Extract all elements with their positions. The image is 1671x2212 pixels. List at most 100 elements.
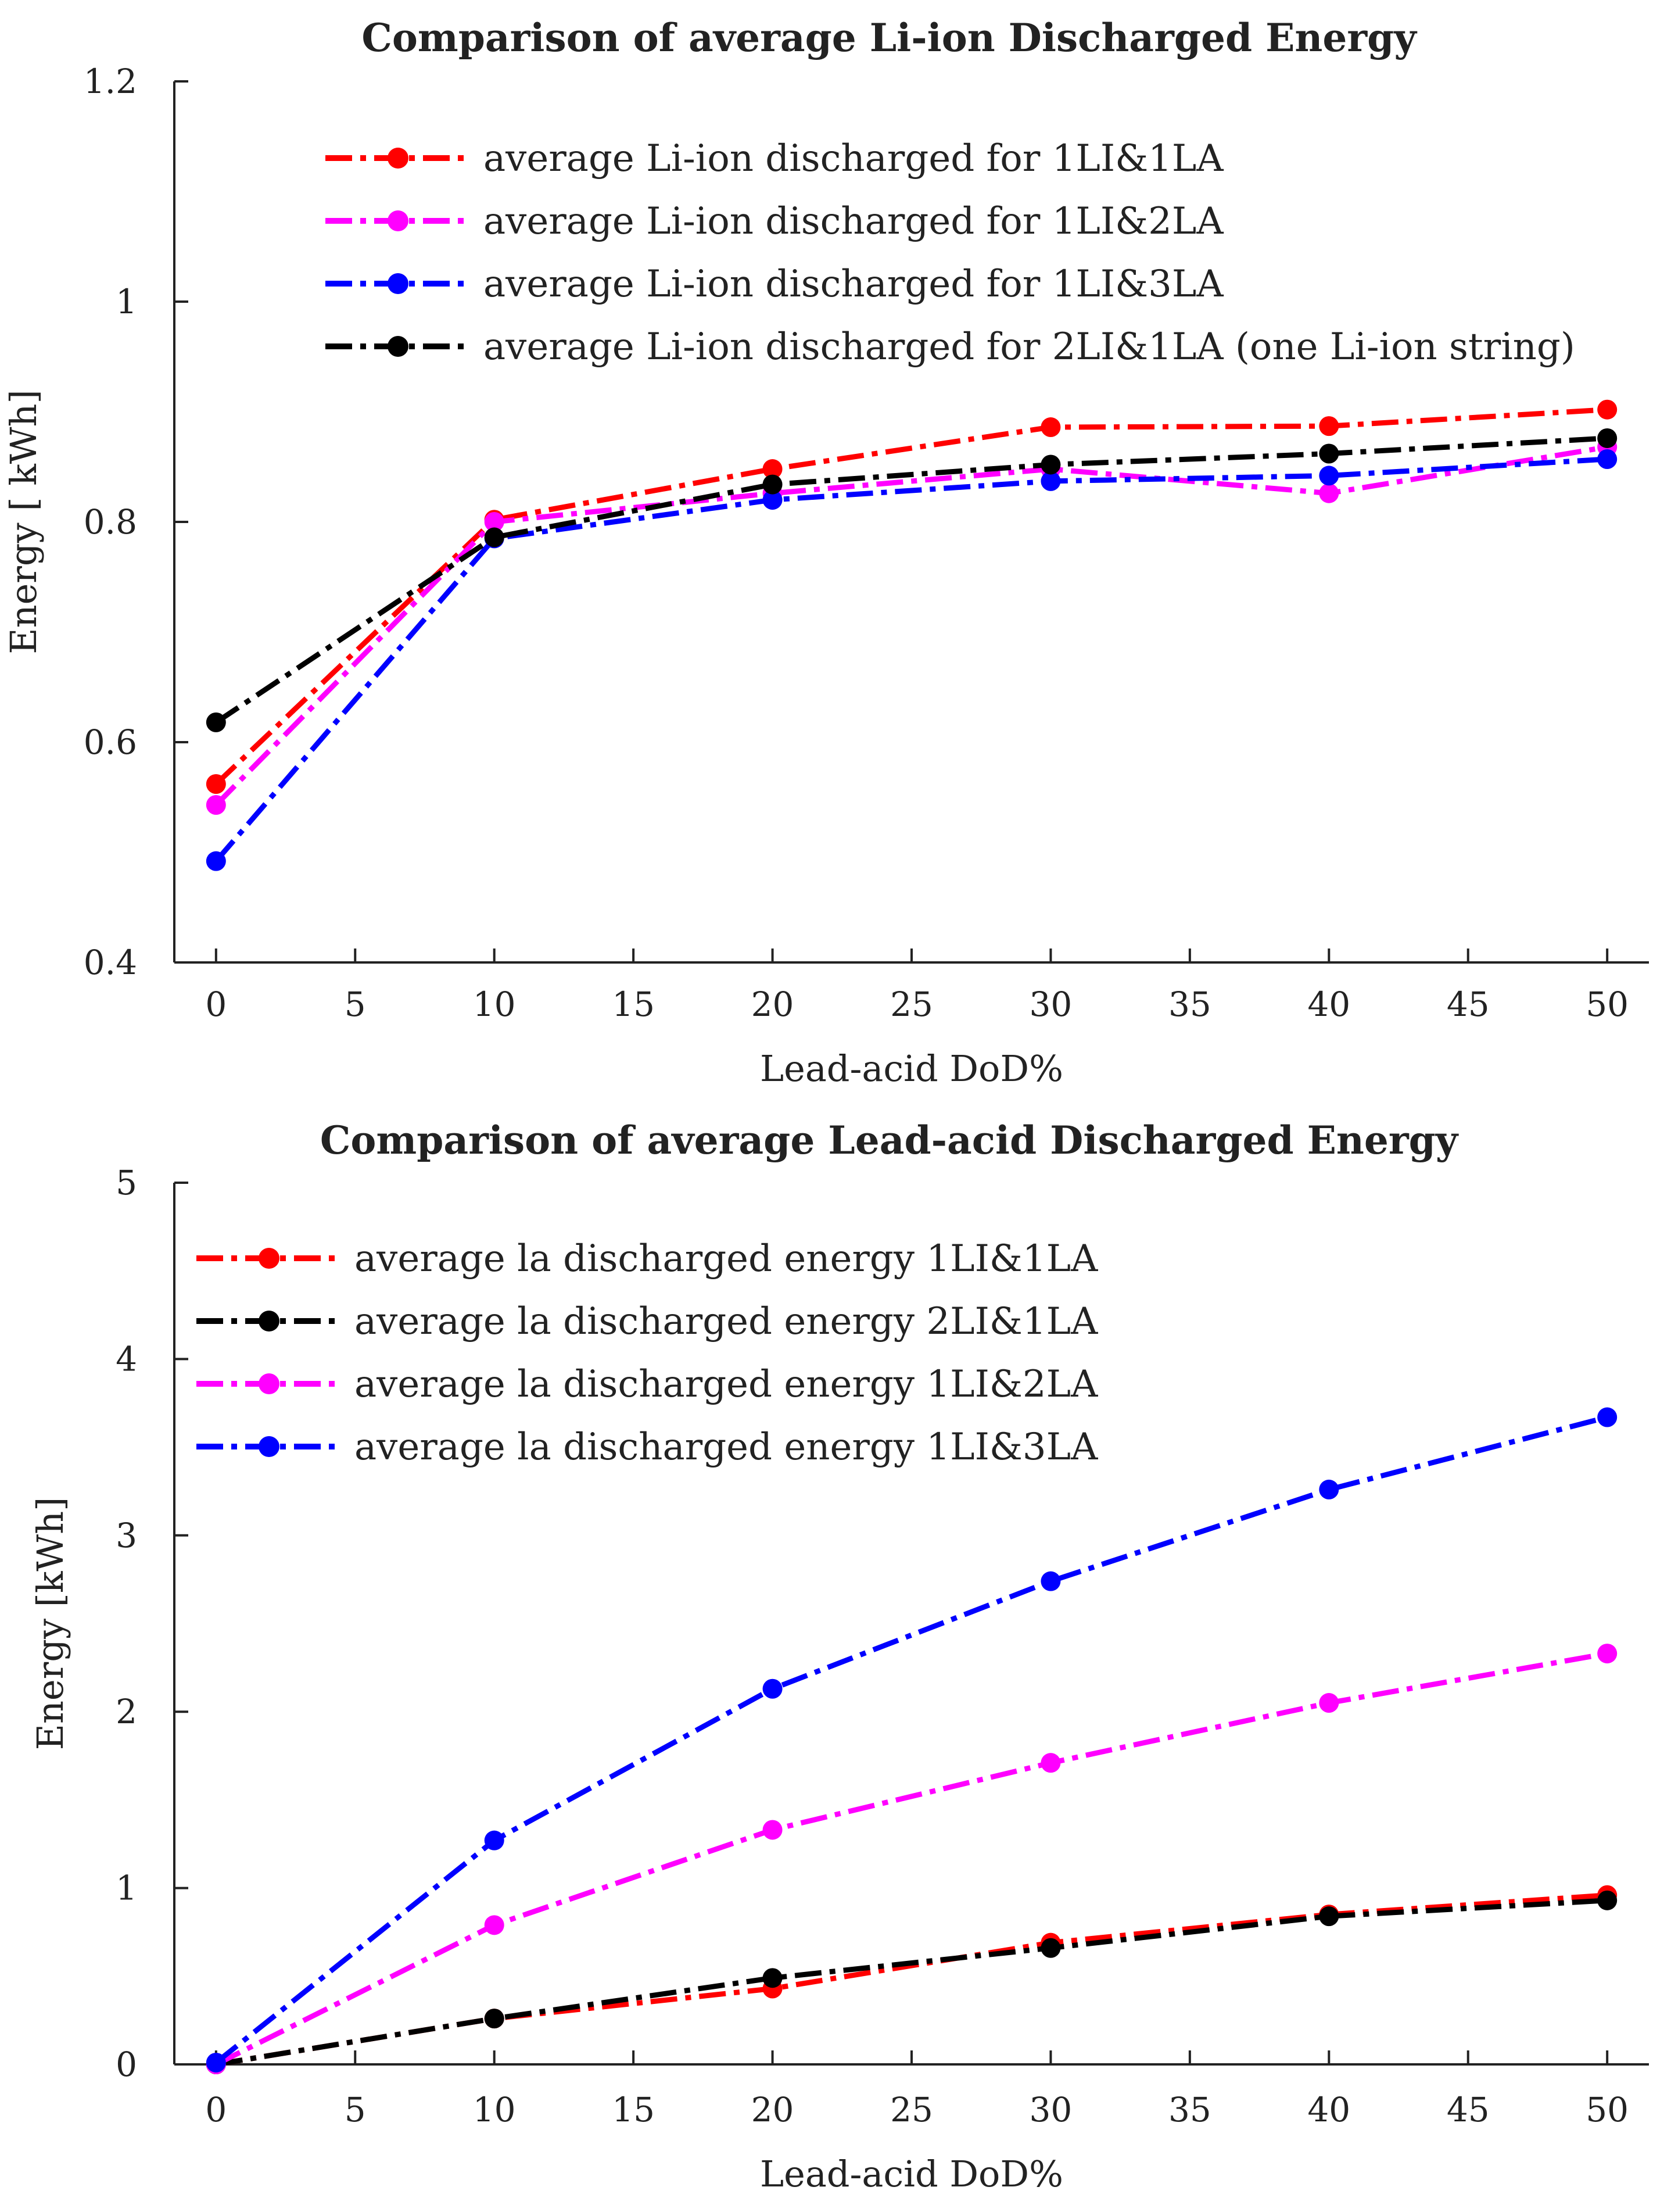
data-point	[484, 512, 504, 532]
y-tick-label: 1	[116, 1869, 137, 1908]
data-point	[484, 2009, 504, 2029]
data-point	[762, 1820, 783, 1840]
series-2	[206, 1890, 1618, 2074]
x-tick-label: 5	[345, 2090, 366, 2129]
y-tick-label: 0.8	[84, 502, 137, 542]
x-tick-label: 5	[345, 985, 366, 1024]
series-line	[216, 1892, 1608, 2067]
y-tick-label: 0	[116, 2045, 137, 2084]
data-point	[484, 1830, 504, 1851]
x-axis-label: Lead-acid DoD%	[760, 2153, 1063, 2195]
x-tick-label: 0	[205, 985, 227, 1024]
data-point	[1319, 443, 1339, 464]
data-point	[1597, 449, 1618, 469]
data-point	[762, 1968, 783, 1988]
x-tick-label: 40	[1307, 2090, 1350, 2129]
data-point	[1319, 1479, 1339, 1499]
data-point	[1597, 1407, 1618, 1427]
legend-label: average Li-ion discharged for 2LI&1LA (o…	[483, 325, 1575, 368]
x-tick-label: 45	[1447, 2090, 1490, 2129]
series-line	[214, 444, 1608, 807]
series-line	[214, 407, 1608, 786]
chart-title: Comparison of average Li-ion Discharged …	[361, 15, 1417, 60]
y-tick-label: 5	[116, 1163, 137, 1202]
series-3	[206, 1644, 1618, 2074]
legend-label: average la discharged energy 1LI&1LA	[354, 1237, 1098, 1280]
legend-marker	[388, 210, 408, 231]
x-tick-label: 15	[612, 985, 655, 1024]
data-point	[1597, 399, 1618, 420]
series-1	[206, 1885, 1618, 2074]
series-line	[214, 435, 1608, 725]
data-point	[1041, 471, 1061, 491]
data-point	[762, 1678, 783, 1699]
series-3	[206, 449, 1618, 871]
data-point	[484, 1915, 504, 1935]
x-tick-label: 20	[751, 2090, 794, 2129]
series-line	[214, 1415, 1608, 2065]
x-tick-label: 50	[1586, 2090, 1629, 2129]
data-point	[206, 774, 226, 794]
data-point	[1319, 483, 1339, 503]
x-tick-label: 30	[1030, 985, 1073, 1024]
series-4	[206, 428, 1618, 732]
y-tick-label: 0.6	[84, 722, 137, 762]
x-tick-label: 10	[473, 985, 516, 1024]
legend-label: average la discharged energy 1LI&2LA	[354, 1363, 1098, 1406]
x-tick-label: 30	[1030, 2090, 1073, 2129]
data-point	[1041, 417, 1061, 438]
x-tick-label: 25	[890, 985, 933, 1024]
data-point	[1597, 428, 1618, 448]
y-tick-label: 2	[116, 1692, 137, 1731]
data-point	[762, 459, 783, 479]
data-point	[1041, 1753, 1061, 1773]
data-point	[1041, 1571, 1061, 1591]
legend-marker	[259, 1248, 279, 1269]
y-axis-label: Energy [kWh]	[29, 1497, 71, 1751]
x-tick-label: 35	[1168, 2090, 1211, 2129]
legend-label: average Li-ion discharged for 1LI&1LA	[483, 137, 1224, 180]
legend-label: average la discharged energy 2LI&1LA	[354, 1300, 1098, 1343]
y-tick-label: 3	[116, 1516, 137, 1555]
legend-label: average la discharged energy 1LI&3LA	[354, 1426, 1098, 1469]
data-point	[1319, 416, 1339, 436]
data-point	[1597, 1890, 1618, 1910]
series-4	[206, 1407, 1618, 2073]
legend-marker	[388, 336, 408, 357]
data-point	[762, 490, 783, 510]
data-point	[206, 2052, 226, 2073]
series-line	[216, 1898, 1608, 2067]
legend-marker	[259, 1311, 279, 1332]
legend: average Li-ion discharged for 1LI&1LA ave…	[325, 137, 1575, 368]
x-tick-label: 50	[1586, 985, 1629, 1024]
data-point	[206, 712, 226, 732]
data-point	[206, 795, 226, 815]
y-tick-label: 4	[116, 1339, 137, 1379]
chart-2: Comparison of average Lead-acid Discharg…	[29, 1118, 1649, 2195]
x-tick-label: 15	[612, 2090, 655, 2129]
y-tick-label: 1.2	[84, 62, 137, 101]
legend-marker	[388, 148, 408, 169]
y-tick-label: 1	[116, 282, 137, 321]
data-point	[1041, 1938, 1061, 1958]
chart-title: Comparison of average Lead-acid Discharg…	[320, 1118, 1459, 1163]
legend-label: average Li-ion discharged for 1LI&3LA	[483, 263, 1224, 306]
legend-label: average Li-ion discharged for 1LI&2LA	[483, 200, 1224, 243]
data-point	[1319, 1906, 1339, 1927]
chart-1: Comparison of average Li-ion Discharged …	[2, 15, 1649, 1090]
x-tick-label: 10	[473, 2090, 516, 2129]
series-line	[214, 456, 1608, 863]
series-line	[214, 1651, 1608, 2067]
legend-marker	[259, 1436, 279, 1457]
x-tick-label: 40	[1307, 985, 1350, 1024]
data-point	[1597, 1644, 1618, 1664]
data-point	[206, 851, 226, 871]
data-point	[1319, 1693, 1339, 1713]
series-1	[206, 399, 1618, 794]
data-point	[1319, 466, 1339, 486]
y-axis-label: Energy [ kWh]	[2, 389, 45, 654]
legend-marker	[388, 273, 408, 294]
x-tick-label: 35	[1168, 985, 1211, 1024]
